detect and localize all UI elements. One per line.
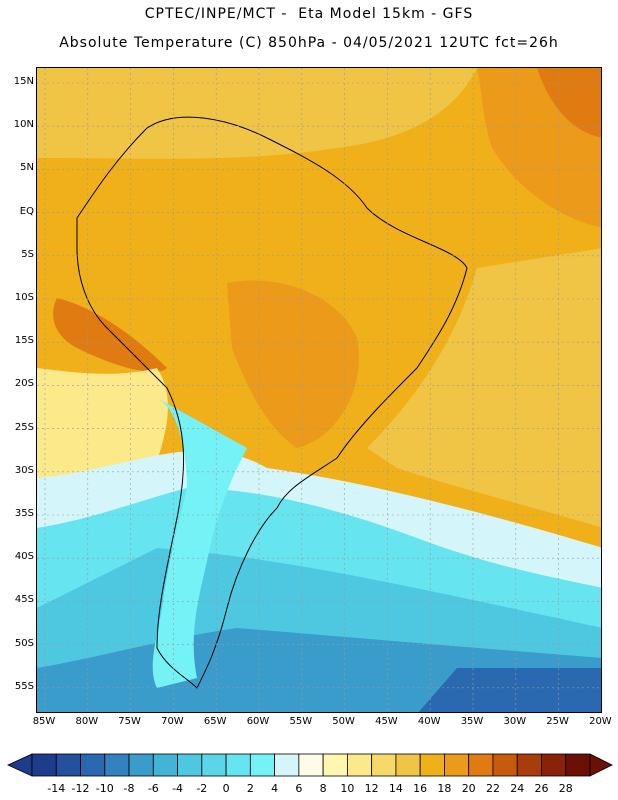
colorbar-level-label: 6 xyxy=(295,782,303,795)
lon-tick-label: 50W xyxy=(332,716,355,727)
graticule xyxy=(37,68,601,712)
lon-tick-label: 55W xyxy=(289,716,313,727)
lon-tick-label: 75W xyxy=(118,716,141,727)
east-ocean-band xyxy=(367,248,601,528)
lat-tick-label: 30S xyxy=(14,464,34,476)
colorbar-level-label: -2 xyxy=(196,782,208,795)
colorbar-level-label: 24 xyxy=(510,782,525,795)
colorbar-swatch xyxy=(274,753,300,777)
patagonia-land xyxy=(152,398,247,688)
lat-tick-label: 15N xyxy=(13,76,34,87)
colorbar-swatch xyxy=(152,753,178,777)
lon-tick-label: 20W xyxy=(589,716,612,727)
lat-tick-label: EQ xyxy=(19,205,34,217)
colorbar-level-label: -4 xyxy=(172,782,184,795)
colorbar-swatch xyxy=(322,753,348,777)
colorbar-level-label: -14 xyxy=(47,782,66,795)
colorbar-swatch xyxy=(516,753,542,777)
colorbar-swatch xyxy=(104,753,130,777)
lat-tick-label: 55S xyxy=(14,680,34,692)
colorbar-level-label: 28 xyxy=(558,782,573,795)
lat-tick-label: 40S xyxy=(14,551,34,563)
lon-tick-label: 65W xyxy=(203,716,227,727)
lon-tick-label: 60W xyxy=(246,716,270,727)
colorbar-swatch xyxy=(444,753,470,777)
colorbar-swatch xyxy=(225,753,251,777)
map-title-line2: Absolute Temperature (C) 850hPa - 04/05/… xyxy=(59,35,559,51)
colorbar-swatch xyxy=(128,753,154,777)
lat-tick-label: 10S xyxy=(14,292,34,303)
colorbar-swatch xyxy=(80,753,106,777)
colorbar-level-label: 0 xyxy=(222,782,230,795)
colorbar-swatch xyxy=(177,753,203,777)
colorbar-level-label: 26 xyxy=(534,782,549,795)
colorbar-swatch xyxy=(201,753,227,777)
ne-atlantic-hot xyxy=(537,68,601,138)
colorbar-swatch xyxy=(565,753,591,777)
colorbar-swatch xyxy=(249,753,276,777)
central-warm-core xyxy=(227,280,359,448)
lon-tick-label: 40W xyxy=(417,716,441,727)
lat-tick-label: 20S xyxy=(14,378,34,390)
colorbar-level-label: -10 xyxy=(95,782,114,795)
colorbar-level-label: 14 xyxy=(388,782,403,795)
colorbar-level-label: 22 xyxy=(485,782,500,795)
colorbar-level-label: -6 xyxy=(147,782,159,795)
colorbar-swatch xyxy=(468,753,494,777)
lat-tick-label: 35S xyxy=(14,508,34,519)
coastline xyxy=(76,116,468,689)
lon-tick-label: 70W xyxy=(161,716,184,727)
colorbar-swatch xyxy=(395,753,421,777)
lat-tick-label: 15S xyxy=(14,335,34,347)
lat-tick-label: 25S xyxy=(14,421,34,433)
lon-tick-label: 35W xyxy=(460,716,484,727)
colorbar-swatch xyxy=(541,753,567,777)
colorbar-swatch xyxy=(346,753,373,777)
lon-tick-label: 80W xyxy=(75,716,99,727)
colorbar-swatch xyxy=(55,753,81,777)
colorbar-swatch xyxy=(371,753,397,777)
colorbar-level-label: 18 xyxy=(437,782,452,795)
colorbar-level-label: -8 xyxy=(123,782,135,795)
lat-tick-label: 5N xyxy=(20,162,34,174)
colorbar-min-arrow xyxy=(7,753,33,777)
colorbar-level-label: 2 xyxy=(246,782,254,795)
colorbar xyxy=(7,753,613,777)
colorbar-swatch xyxy=(419,753,445,777)
colorbar-level-label: 16 xyxy=(413,782,428,795)
colorbar-level-label: 10 xyxy=(340,782,355,795)
temperature-map xyxy=(36,67,602,713)
lon-tick-label: 45W xyxy=(375,716,398,727)
lat-tick-label: 5S xyxy=(21,248,34,260)
andes-warm-streak xyxy=(53,298,167,372)
colorbar-swatch xyxy=(31,753,57,777)
lat-tick-label: 45S xyxy=(14,594,34,606)
colorbar-level-label: 20 xyxy=(461,782,476,795)
colorbar-swatch xyxy=(298,753,324,777)
lon-tick-label: 30W xyxy=(503,716,527,727)
north-band xyxy=(37,68,477,159)
colorbar-swatch xyxy=(492,753,518,777)
map-title-line1: CPTEC/INPE/MCT - Eta Model 15km - GFS xyxy=(144,6,474,22)
coldest-zone xyxy=(418,668,601,712)
colorbar-level-label: 8 xyxy=(319,782,327,795)
lat-tick-label: 10N xyxy=(13,119,34,131)
colorbar-level-label: -12 xyxy=(71,782,90,795)
colorbar-max-arrow xyxy=(589,753,613,777)
colorbar-level-label: 4 xyxy=(271,782,279,795)
map-canvas xyxy=(37,68,601,712)
lat-tick-label: 50S xyxy=(14,637,34,649)
lon-tick-label: 85W xyxy=(32,716,56,727)
colorbar-level-label: 12 xyxy=(364,782,379,795)
lon-tick-label: 25W xyxy=(546,716,569,727)
